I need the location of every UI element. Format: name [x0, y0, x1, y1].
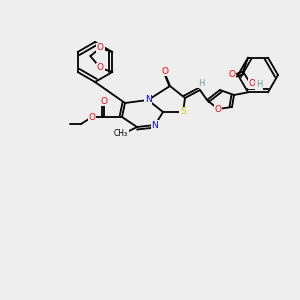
- Text: O: O: [88, 112, 95, 122]
- Text: O: O: [229, 70, 236, 79]
- Text: H: H: [198, 79, 204, 88]
- Text: O: O: [100, 97, 107, 106]
- Text: S: S: [180, 107, 186, 116]
- Text: CH₃: CH₃: [114, 130, 128, 139]
- Text: N: N: [145, 95, 152, 104]
- Text: H: H: [256, 80, 262, 89]
- Text: O: O: [97, 44, 104, 52]
- Text: O: O: [161, 67, 169, 76]
- Text: O: O: [97, 64, 104, 73]
- Text: O: O: [248, 79, 256, 88]
- Text: N: N: [152, 121, 158, 130]
- Text: O: O: [214, 104, 221, 113]
